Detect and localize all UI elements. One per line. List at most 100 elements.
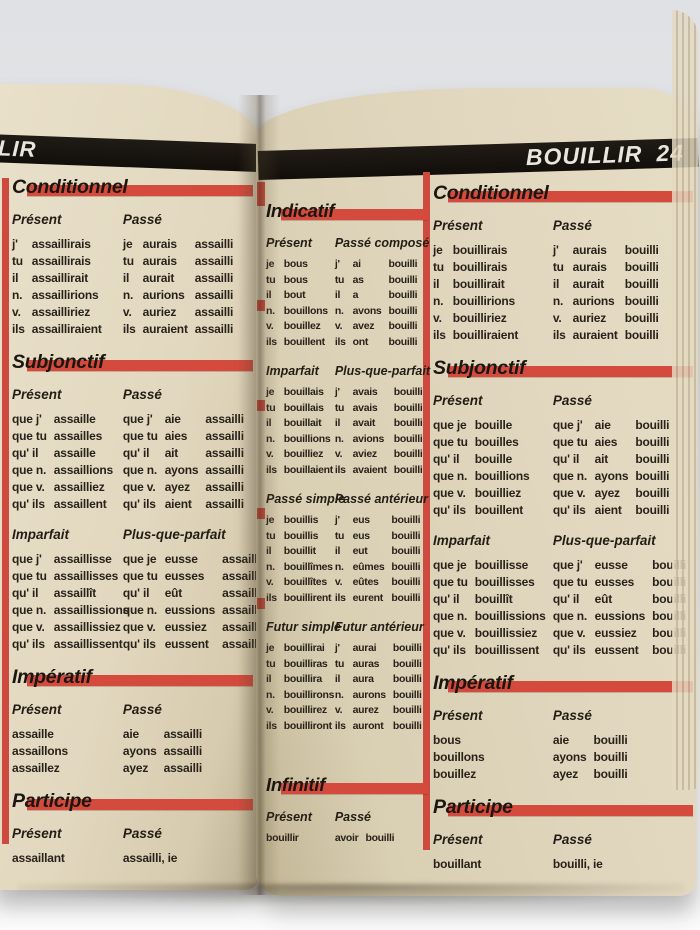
- conjugation-cell: bouilli: [391, 591, 421, 604]
- conjugation-cell: bouilli: [635, 503, 670, 517]
- tense-half: Présent assaillant: [12, 826, 123, 867]
- conjugation-cell: je: [266, 642, 275, 654]
- conjugation-cell: que n.: [122, 603, 158, 617]
- conjugation-cell: ils: [334, 463, 346, 476]
- conjugation-cell: que tu: [122, 429, 158, 443]
- conjugation-cell: bouilliriez: [452, 311, 507, 325]
- conjugation-cell: n.: [552, 294, 564, 308]
- conjugation-cell: tu: [334, 273, 345, 286]
- conjugation-cell: assailli: [205, 463, 244, 477]
- conjugation-cell: que n.: [433, 469, 468, 483]
- conjugation-cell: assailli: [194, 322, 234, 336]
- conjugation-cell: aurait: [572, 277, 605, 291]
- conjugation-cell: ils: [334, 591, 346, 604]
- conjugation-cell: n.: [334, 560, 344, 573]
- conjugation-cell: eûtes: [352, 576, 379, 588]
- conjugation-cell: je: [266, 386, 275, 398]
- conjugation-cell: bouilles: [474, 435, 519, 449]
- conjugation-cell: bouillez: [283, 320, 321, 332]
- conjugation-cell: avaient: [352, 463, 387, 476]
- tense-half: Passé j' aurais bouilli tu aurais bouilli il aur…: [553, 218, 688, 344]
- conjugation-cell: que tu: [433, 435, 468, 449]
- tense-label: Plus-que-parfait: [334, 364, 430, 378]
- conjugation-cell: tu: [266, 273, 276, 286]
- conjugation-lines: bous bouillons bouillez: [433, 732, 553, 783]
- conjugation-cell: il: [122, 271, 130, 285]
- conjugation-cell: bouillirais: [452, 260, 508, 274]
- tense-half: Passé antérieur j' eus bouilli tu eus bouilli i…: [334, 492, 428, 606]
- conjugation-cell: bouilli, ie: [552, 857, 603, 871]
- conjugation-cell: bouilli: [393, 432, 423, 445]
- conjugation-cell: assailli: [205, 446, 244, 460]
- conjugation-cell: ayons: [122, 744, 157, 758]
- section-underline-bar: [27, 185, 253, 196]
- red-gutter-mark: [257, 400, 265, 411]
- tense-half: Passé aie assailli ayons assailli ayez assaill…: [123, 702, 248, 777]
- conjugation-cell: il: [334, 289, 341, 301]
- conjugation-cell: bouillissiez: [474, 626, 538, 640]
- tense-label: Présent: [12, 212, 62, 227]
- tense-half: Passé je aurais assailli tu aurais assailli il a…: [123, 212, 248, 338]
- conjugation-cell: eussions: [164, 603, 216, 617]
- tense-label: Passé: [122, 212, 162, 227]
- conjugation-cell: bouilli: [635, 435, 670, 449]
- conjugation-cell: eussent: [164, 637, 209, 651]
- conjugation-cell: assailli: [222, 637, 261, 651]
- tense-label: Présent: [266, 810, 312, 824]
- tense-label: Imparfait: [433, 533, 491, 548]
- conjugation-cell: assaille: [53, 446, 96, 460]
- conjugation-cell: que v.: [433, 626, 466, 640]
- conjugation-cell: assailli: [194, 288, 234, 302]
- section-indicatif: Indicatif Présent je bous tu bous il bout n. boui…: [266, 200, 430, 734]
- conjugation-cell: que n.: [12, 603, 47, 617]
- tense-label: Passé: [122, 387, 162, 402]
- tense-label: Plus-que-parfait: [122, 527, 226, 542]
- section-participe: Participe Présent assaillant Passé assailli,…: [12, 790, 253, 867]
- conjugation-cell: v.: [334, 320, 343, 332]
- section-participe: Participe Présent bouillant Passé bouilli, i…: [433, 796, 693, 873]
- tense-half: Présent que j' assaille que tu assailles qu' …: [12, 387, 123, 513]
- conjugation-cell: qu' ils: [552, 643, 586, 657]
- conjugation-cell: bouillirait: [452, 277, 505, 291]
- conjugation-cell: assailles: [53, 429, 103, 443]
- tense-half: Présent que je bouille que tu bouilles qu' il…: [433, 393, 553, 519]
- conjugation-lines: j' avais bouilli tu avais bouilli il avait bouil…: [334, 385, 423, 478]
- conjugation-cell: assaillez: [12, 761, 60, 775]
- conjugation-cell: assaillirais: [31, 237, 91, 251]
- conjugation-lines: que je bouillisse que tu bouillisses qu' il b…: [433, 557, 553, 659]
- tense-group: Imparfait que je bouillisse que tu bouilliss…: [433, 533, 688, 659]
- section-underline-bar: [27, 799, 253, 810]
- tense-label: Passé: [552, 708, 592, 723]
- conjugation-lines: que j' aie bouilli que tu aies bouilli qu' il a…: [553, 417, 688, 519]
- conjugation-cell: assaillent: [53, 497, 107, 511]
- tense-half: Imparfait que j' assaillisse que tu assailli…: [12, 527, 129, 653]
- conjugation-cell: bouillit: [283, 545, 316, 557]
- conjugation-cell: ils: [266, 463, 277, 476]
- conjugation-cell: bouilli: [593, 750, 628, 764]
- conjugation-cell: bouillais: [283, 401, 324, 414]
- conjugation-cell: qu' il: [433, 592, 460, 606]
- conjugation-cell: bouillirai: [283, 642, 325, 654]
- conjugation-cell: eussent: [594, 643, 639, 657]
- left-page: LIR Conditionnel Présent j' assaillirais tu a…: [0, 84, 269, 890]
- conjugation-cell: eusses: [594, 575, 635, 589]
- conjugation-cell: bous: [283, 258, 308, 270]
- section-infinitif: Infinitif Présent bouillir Passé avoir bouill…: [266, 774, 428, 847]
- conjugation-cell: que v.: [122, 480, 156, 494]
- tense-half: Passé aie bouilli ayons bouilli ayez bouilli: [553, 708, 688, 783]
- conjugation-cell: que n.: [552, 609, 587, 623]
- tense-half: Passé que j' aie assailli que tu aies assailli…: [123, 387, 248, 513]
- conjugation-cell: aie: [594, 418, 611, 432]
- conjugation-cell: ait: [594, 452, 609, 466]
- conjugation-cell: que v.: [433, 486, 466, 500]
- conjugation-cell: qu' ils: [122, 497, 156, 511]
- tense-half: Présent bouillir: [266, 810, 335, 847]
- conjugation-cell: bouilli: [392, 719, 422, 732]
- conjugation-cell: bouillirons: [283, 688, 335, 701]
- conjugation-cell: n.: [334, 688, 344, 701]
- conjugation-cell: j': [334, 258, 340, 270]
- conjugation-cell: j': [334, 642, 340, 654]
- red-gutter-mark: [257, 300, 265, 311]
- conjugation-cell: auraient: [142, 322, 188, 336]
- conjugation-cell: bouilli: [388, 289, 418, 301]
